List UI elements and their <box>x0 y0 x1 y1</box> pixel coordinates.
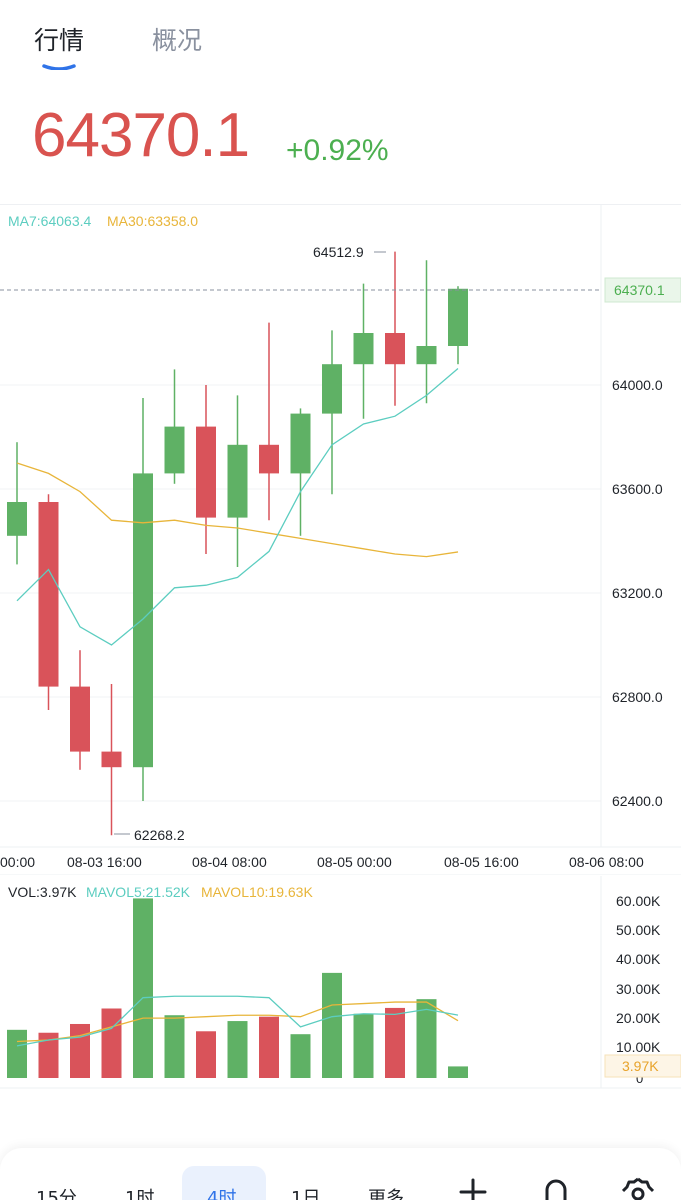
x-tick-label: 00:00 <box>0 854 35 870</box>
candle-body <box>196 426 216 518</box>
y-tick-label: 63600.0 <box>612 481 663 497</box>
volume-bar <box>164 1015 185 1078</box>
vol-y-tick: 40.00K <box>616 951 661 967</box>
vol-y-tick: 50.00K <box>616 922 661 938</box>
vol-current-tag-box <box>604 1054 681 1078</box>
mavol5-label: MAVOL5:21.52K <box>86 884 191 900</box>
low-price-label: 62268.2 <box>134 827 185 843</box>
candle-body <box>353 333 374 365</box>
bell-icon[interactable] <box>541 1176 571 1200</box>
header-tabs: 行情 概况 <box>0 0 681 80</box>
candle-body <box>101 751 122 768</box>
candlestick-chart[interactable]: MA7:64063.4 MA30:63358.0 64370.1 64000.0… <box>0 205 681 875</box>
settings-gear-icon[interactable] <box>622 1176 654 1200</box>
volume-bar <box>101 1008 122 1078</box>
period-4h[interactable]: 4时 <box>207 1188 237 1200</box>
current-price-tag: 64370.1 <box>614 282 665 298</box>
vol-label: VOL:3.97K <box>8 884 77 900</box>
period-toolbar: 15分 1时 4时 1日 更多 <box>0 1148 681 1200</box>
volume-bar <box>7 1029 27 1078</box>
candle-body <box>7 502 27 536</box>
x-tick-label: 08-05 00:00 <box>317 854 392 870</box>
period-more[interactable]: 更多 <box>368 1188 404 1200</box>
candle-body <box>290 413 311 474</box>
vol-y-tick: 10.00K <box>616 1039 661 1055</box>
candle-body <box>38 502 59 687</box>
mavol10-line <box>16 1001 459 1043</box>
tab-overview[interactable]: 概况 <box>152 26 203 55</box>
volume-bar <box>70 1023 90 1078</box>
volume-bar <box>227 1021 248 1078</box>
vol-y-tick: 60.00K <box>616 893 661 909</box>
period-15m[interactable]: 15分 <box>36 1188 77 1200</box>
ticker-summary: 64370.1 +0.92% <box>0 100 681 180</box>
y-tick-label: 64000.0 <box>612 377 663 393</box>
period-1d[interactable]: 1日 <box>291 1188 321 1200</box>
volume-bar <box>290 1034 311 1078</box>
candle-body <box>227 444 248 518</box>
x-tick-label: 08-05 16:00 <box>444 854 519 870</box>
ma30-line <box>16 462 459 558</box>
price-change-percent: +0.92% <box>286 134 389 167</box>
plus-icon[interactable] <box>458 1176 488 1200</box>
volume-bar <box>259 1016 279 1078</box>
candle-body <box>133 473 153 768</box>
x-tick-label: 08-04 08:00 <box>192 854 267 870</box>
candle-body <box>322 364 342 414</box>
current-price-tag-box <box>604 277 681 303</box>
vol-y-tick: 0 <box>636 1071 643 1086</box>
mavol10-label: MAVOL10:19.63K <box>201 884 313 900</box>
ma30-label: MA30:63358.0 <box>107 213 198 229</box>
x-tick-label: 08-06 08:00 <box>569 854 644 870</box>
active-period-highlight <box>182 1166 266 1200</box>
price-grid <box>0 205 681 875</box>
period-1h[interactable]: 1时 <box>125 1188 155 1200</box>
ma7-label: MA7:64063.4 <box>8 213 91 229</box>
vol-current-tag: 3.97K <box>622 1058 659 1074</box>
candle-body <box>416 346 437 365</box>
volume-y-axis: 60.00K 50.00K 40.00K 30.00K 20.00K 10.00… <box>604 893 681 1086</box>
tab-active-indicator <box>42 64 76 70</box>
candle-body <box>164 426 185 474</box>
volume-bar <box>322 972 342 1078</box>
tab-market[interactable]: 行情 <box>34 26 85 55</box>
volume-bar <box>133 898 153 1078</box>
volume-bar <box>38 1032 59 1078</box>
x-tick-label: 08-03 16:00 <box>67 854 142 870</box>
volume-chart[interactable]: VOL:3.97K MAVOL5:21.52K MAVOL10:19.63K 6… <box>0 876 681 1090</box>
high-price-label: 64512.9 <box>313 244 364 260</box>
vol-y-tick: 20.00K <box>616 1010 661 1026</box>
volume-bar <box>196 1031 216 1078</box>
mavol5-line <box>16 995 459 1047</box>
candle-body <box>385 333 405 365</box>
y-axis: 64370.1 64000.0 63600.0 63200.0 62800.0 … <box>604 277 681 809</box>
y-tick-label: 62400.0 <box>612 793 663 809</box>
y-tick-label: 62800.0 <box>612 689 663 705</box>
volume-bar <box>448 1066 468 1078</box>
ma7-line <box>16 368 459 646</box>
divider <box>0 204 681 205</box>
vol-y-tick: 30.00K <box>616 981 661 997</box>
y-tick-label: 63200.0 <box>612 585 663 601</box>
candle-body <box>448 288 468 346</box>
volume-bar <box>416 999 437 1078</box>
volume-bar <box>353 1013 374 1078</box>
x-axis: 00:00 08-03 16:00 08-04 08:00 08-05 00:0… <box>0 854 644 870</box>
volume-bar <box>385 1007 405 1078</box>
last-price: 64370.1 <box>32 101 250 170</box>
candle-body <box>70 686 90 752</box>
candle-body <box>259 444 279 474</box>
